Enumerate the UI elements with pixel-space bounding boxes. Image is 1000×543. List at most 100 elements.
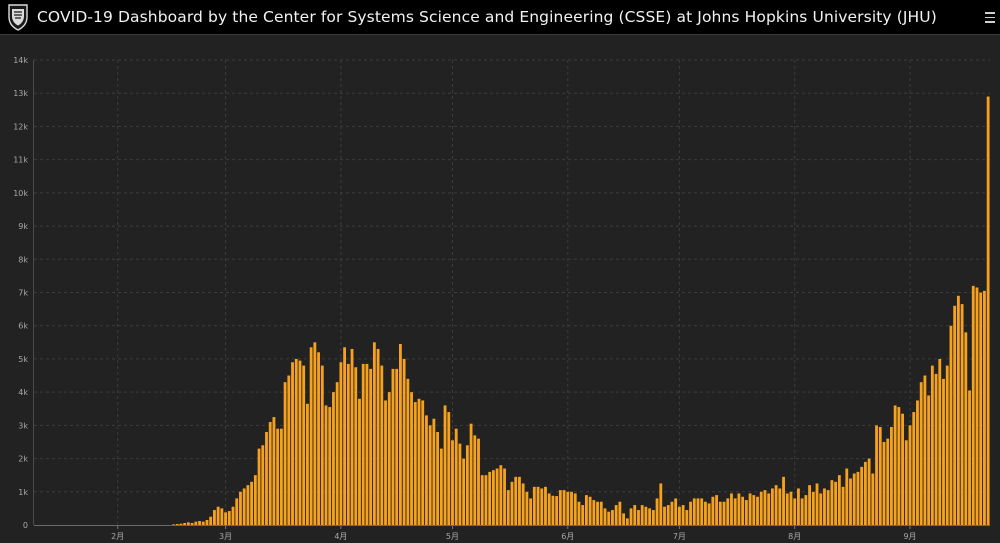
daily-case-bar — [361, 363, 365, 525]
daily-case-bar — [495, 468, 499, 525]
daily-case-bar — [573, 493, 577, 525]
daily-case-bar — [823, 488, 826, 525]
daily-case-bar — [250, 481, 254, 525]
daily-case-bar — [986, 96, 990, 526]
daily-case-bar — [659, 483, 663, 525]
daily-case-bar — [324, 405, 328, 525]
x-tick-label: 6月 — [561, 532, 574, 541]
daily-case-bar — [369, 368, 373, 525]
daily-case-bar — [417, 398, 421, 525]
daily-case-bar — [741, 496, 745, 525]
daily-case-bar — [778, 488, 782, 525]
daily-case-bar — [298, 360, 302, 525]
daily-case-bar — [332, 392, 335, 525]
daily-case-bar — [730, 493, 733, 525]
daily-case-bar — [826, 490, 830, 525]
daily-case-bar — [447, 412, 451, 525]
daily-case-bar — [387, 392, 391, 525]
daily-case-bar — [480, 475, 484, 525]
daily-case-bar — [782, 476, 785, 525]
daily-case-bar — [793, 498, 797, 525]
daily-case-bar — [402, 358, 406, 525]
y-tick-label: 13k — [13, 89, 28, 98]
daily-case-bar — [425, 415, 428, 525]
daily-case-bar — [622, 513, 626, 525]
daily-case-bar — [291, 362, 294, 525]
daily-case-bar — [875, 425, 878, 525]
daily-case-bar — [689, 501, 692, 525]
daily-case-bar — [711, 496, 715, 525]
daily-case-bar — [856, 471, 860, 525]
daily-case-bar — [770, 488, 774, 525]
daily-case-bar — [398, 343, 402, 525]
daily-case-bar — [767, 493, 771, 525]
daily-case-bar — [432, 418, 436, 525]
y-tick-label: 11k — [13, 156, 28, 165]
daily-case-bar — [637, 510, 640, 525]
daily-case-bar — [603, 508, 607, 525]
daily-case-bar — [655, 498, 659, 525]
y-tick-label: 8k — [18, 255, 28, 264]
daily-case-bar — [469, 423, 473, 525]
daily-case-bar — [503, 468, 506, 525]
hamburger-menu-icon[interactable] — [983, 7, 997, 27]
daily-case-bar — [317, 352, 320, 525]
daily-case-bar — [938, 358, 942, 525]
y-tick-label: 10k — [13, 189, 28, 198]
daily-case-bar — [209, 516, 213, 525]
y-tick-label: 14k — [13, 56, 28, 65]
daily-case-bar — [592, 500, 596, 525]
daily-case-bar — [239, 491, 242, 525]
daily-case-bar — [477, 438, 480, 525]
daily-case-bar — [964, 332, 968, 525]
daily-case-bar — [562, 490, 566, 525]
daily-cases-bar-chart: 0 1k 2k 3k 4k 5k 6k 7k 8k 9k 10k 11k 12k 13k 14k 2月 3月 4月… — [13, 56, 990, 541]
daily-case-bar — [462, 458, 466, 525]
daily-case-bar — [257, 448, 261, 525]
daily-case-bar — [666, 505, 670, 525]
daily-case-bar — [510, 481, 514, 525]
daily-case-bar — [901, 413, 904, 525]
page-title: COVID-19 Dashboard by the Center for Sys… — [37, 8, 937, 26]
daily-case-bar — [953, 305, 957, 525]
daily-case-bar — [916, 400, 919, 525]
daily-case-bar — [499, 465, 503, 525]
chart-bars — [172, 96, 990, 526]
daily-case-bar — [283, 382, 287, 525]
daily-case-bar — [681, 505, 685, 525]
daily-case-bar — [596, 501, 599, 525]
daily-case-bar — [878, 427, 882, 525]
y-tick-label: 1k — [18, 488, 28, 497]
daily-case-bar — [629, 508, 633, 525]
daily-case-bar — [983, 290, 986, 525]
x-tick-label: 4月 — [334, 532, 347, 541]
daily-case-bar — [611, 510, 614, 525]
daily-case-bar — [372, 342, 376, 525]
daily-case-bar — [268, 422, 272, 525]
y-tick-label: 9k — [18, 222, 28, 231]
daily-case-bar — [253, 475, 257, 525]
daily-case-bar — [882, 441, 886, 525]
daily-case-bar — [674, 498, 678, 525]
daily-case-bar — [956, 295, 960, 525]
daily-case-bar — [186, 522, 190, 525]
daily-case-bar — [774, 485, 778, 525]
daily-case-bar — [927, 395, 931, 525]
daily-case-bar — [800, 498, 804, 525]
daily-case-bar — [577, 501, 581, 525]
y-tick-label: 3k — [18, 421, 28, 430]
daily-case-bar — [890, 427, 893, 525]
daily-case-bar — [175, 524, 179, 525]
daily-case-bar — [640, 505, 644, 525]
daily-case-bar — [514, 476, 518, 525]
daily-case-bar — [518, 476, 521, 525]
daily-case-bar — [700, 498, 704, 525]
daily-case-bar — [633, 505, 637, 525]
daily-case-bar — [406, 378, 410, 525]
daily-case-bar — [644, 506, 648, 525]
chart-axes: 0 1k 2k 3k 4k 5k 6k 7k 8k 9k 10k 11k 12k 13k 14k 2月 3月 4月… — [13, 56, 990, 541]
daily-case-bar — [458, 443, 462, 525]
daily-case-bar — [540, 488, 544, 525]
y-tick-label: 7k — [18, 289, 28, 298]
daily-case-bar — [581, 505, 585, 525]
